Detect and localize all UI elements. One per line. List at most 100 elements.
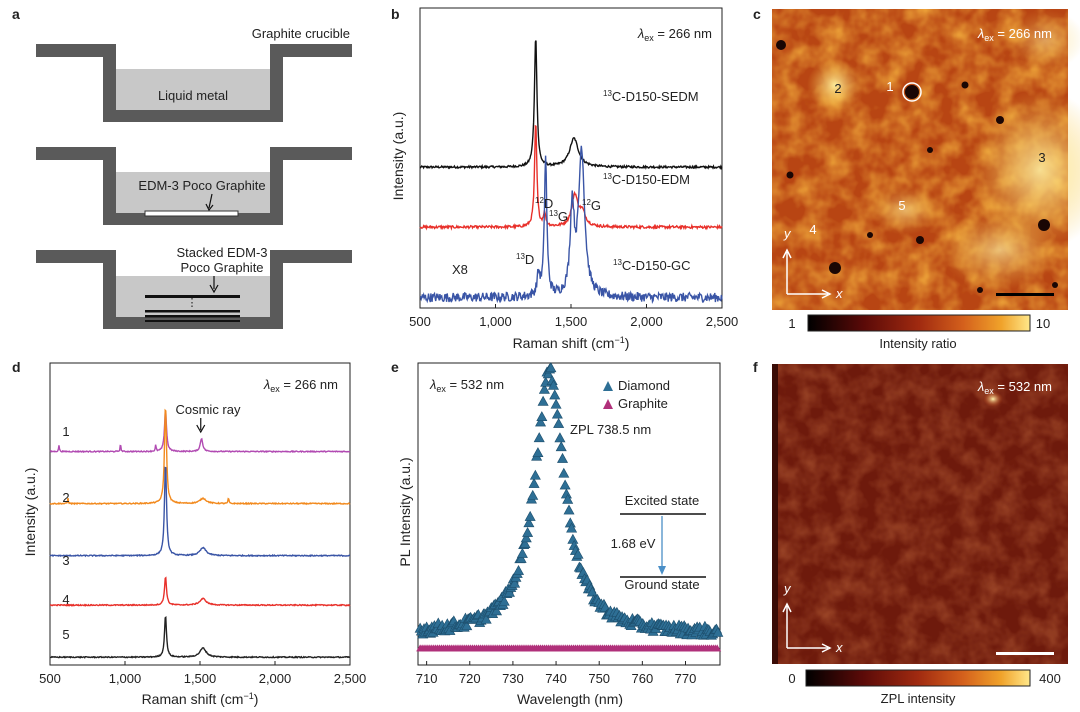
peak-label: 13G [549, 209, 568, 224]
panel-label-f: f [753, 359, 758, 375]
diamond-point [554, 432, 566, 443]
x-axis-label-d: Raman shift (cm−1) [142, 691, 259, 707]
lambda-label-e: λex = 532 nm [429, 377, 504, 394]
legend-marker-graphite [603, 399, 613, 409]
x-tick-label: 750 [588, 671, 610, 686]
stacked-label-line2: Poco Graphite [180, 260, 263, 275]
colorbar-min-c: 1 [788, 316, 795, 331]
transition-arrow-icon [658, 566, 666, 575]
peak-label: 13D [516, 252, 534, 267]
colorbar-f [805, 669, 1031, 687]
x-tick-label: 2,000 [259, 671, 292, 686]
diamond-point [529, 469, 541, 480]
axis-arrows-c [782, 248, 832, 299]
diamond-point [528, 477, 540, 488]
panel-e: e 710 720 730 740 750 760 770 Diamond Graphite λe… [391, 359, 724, 707]
lambda-label-d: λex = 266 nm [263, 377, 338, 394]
peak-label: 12D [535, 196, 553, 211]
axis-x-f: x [835, 640, 843, 655]
diamond-point [519, 538, 531, 548]
series-label: 2 [62, 490, 69, 505]
x-tick-label: 1,500 [184, 671, 217, 686]
arrow-down-icon [205, 203, 214, 212]
diamond-point [480, 613, 492, 624]
diamond-point [586, 586, 598, 597]
zpl-label: ZPL 738.5 nm [570, 422, 651, 437]
x-tick-label: 2,500 [706, 314, 739, 329]
colorbar-min-f: 0 [788, 671, 795, 686]
edm3-label: EDM-3 Poco Graphite [138, 178, 265, 193]
diamond-point [535, 416, 547, 427]
diamond-point [523, 517, 535, 528]
plot-area-d: 500 1,000 1,500 2,000 2,500 1 2 3 4 5 λex = 266 nm… [39, 377, 366, 686]
marker-5: 5 [898, 198, 905, 213]
graphite-point [713, 644, 722, 652]
diamond-point [549, 389, 561, 400]
crucible-step-2: EDM-3 Poco Graphite [36, 147, 352, 225]
series-line-4 [50, 576, 351, 607]
panel-a: a Graphite crucible Liquid metal EDM-3 P… [12, 6, 352, 329]
lambda-label-c: λex = 266 nm [977, 26, 1052, 43]
multiplier-label: X8 [452, 262, 468, 277]
diamond-point [498, 595, 510, 606]
diamond-point [566, 522, 578, 533]
lambda-label-b: λex = 266 nm [637, 26, 712, 43]
diamond-point [491, 605, 503, 616]
crucible-step-3: ⋮ Stacked EDM-3 Poco Graphite [36, 245, 352, 329]
diamond-point [513, 564, 525, 575]
colorbar-max-c: 10 [1036, 316, 1050, 331]
liquid-metal-label: Liquid metal [158, 88, 228, 103]
colorbar-c [807, 314, 1031, 332]
x-tick-label: 720 [459, 671, 481, 686]
diamond-point [533, 432, 545, 443]
diamond-point [532, 447, 544, 457]
marker-2: 2 [834, 81, 841, 96]
x-tick-label: 760 [631, 671, 653, 686]
diamond-point [538, 383, 550, 394]
diamond-point [524, 510, 536, 521]
diamond-point [563, 504, 575, 515]
x-tick-label: 730 [502, 671, 524, 686]
series-label: 4 [62, 592, 69, 607]
series-label: 13C-D150-EDM [603, 172, 690, 187]
x-tick-label: 500 [39, 671, 61, 686]
diamond-point [536, 411, 548, 422]
diamond-point [515, 552, 527, 563]
panel-d: d 500 1,000 1,500 2,000 2,500 1 2 3 4 5 λex = 266 … [12, 359, 366, 707]
diamond-point [545, 362, 557, 373]
diamond-point [516, 547, 528, 558]
dark-spots-c [776, 40, 1058, 293]
axis-x-c: x [835, 286, 843, 301]
x-tick-label: 500 [409, 314, 431, 329]
x-tick-label: 2,500 [334, 671, 367, 686]
plot-area-b: 500 1,000 1,500 2,000 2,500 13C-D150-SEDM 13C-… [409, 26, 738, 329]
diamond-point [542, 368, 554, 379]
x-tick-label: 1,000 [109, 671, 142, 686]
diamond-point [557, 452, 569, 463]
crucible-label: Graphite crucible [252, 26, 350, 41]
x-tick-label: 740 [545, 671, 567, 686]
marker-4: 4 [809, 222, 816, 237]
series-line-1 [49, 411, 351, 454]
x-axis-label-e: Wavelength (nm) [517, 691, 623, 707]
diamond-point [562, 493, 574, 504]
y-axis-label-b: Intensity (a.u.) [390, 112, 406, 201]
diamond-point [572, 548, 584, 559]
diamond-point [527, 489, 539, 500]
diamond-point [520, 532, 532, 543]
axis-y-f: y [783, 581, 792, 596]
diamond-point [503, 586, 515, 597]
panel-c: c [753, 6, 1080, 351]
scale-bar-c [996, 293, 1054, 296]
diamond-point [509, 577, 521, 588]
series-label: 13C-D150-GC [613, 258, 691, 273]
panel-label-d: d [12, 359, 21, 375]
crucible-step-1: Liquid metal [36, 44, 352, 122]
legend-label-graphite: Graphite [618, 396, 668, 411]
series-line-3 [49, 466, 350, 558]
diamond-point [567, 533, 579, 544]
diamond-point [558, 467, 570, 478]
intensity-map-c [772, 9, 1080, 310]
scale-bar-f [996, 652, 1054, 655]
arrow-down-icon [209, 284, 219, 294]
